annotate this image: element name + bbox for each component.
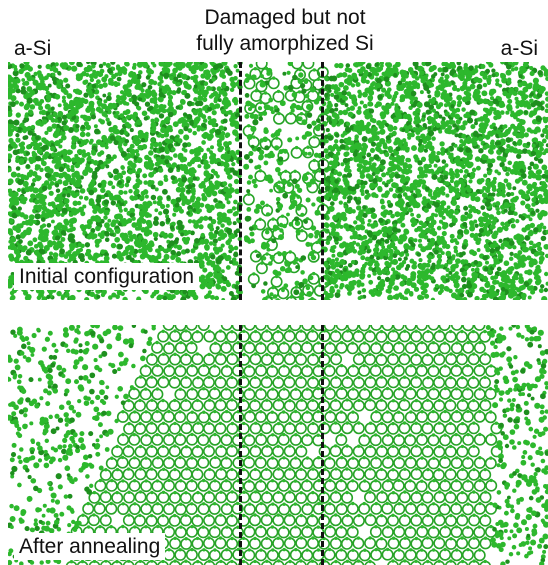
panel-after-annealing: After annealing [8,325,548,565]
label-center-damaged-si: Damaged but not fully amorphized Si [150,5,420,57]
label-left-a-si: a-Si [14,37,52,60]
panel-initial-configuration: Initial configuration [8,62,548,300]
caption-initial-configuration: Initial configuration [14,263,200,290]
atoms-after-annealing [8,325,548,565]
caption-after-annealing: After annealing [14,533,166,560]
divider-right-top [321,62,324,300]
divider-left-bottom [239,325,242,565]
center-label-line2: fully amorphized Si [196,32,374,55]
label-right-a-si: a-Si [500,37,538,60]
center-label-line1: Damaged but not [204,6,366,29]
atoms-initial-configuration [8,62,548,300]
divider-right-bottom [321,325,324,565]
divider-left-top [239,62,242,300]
